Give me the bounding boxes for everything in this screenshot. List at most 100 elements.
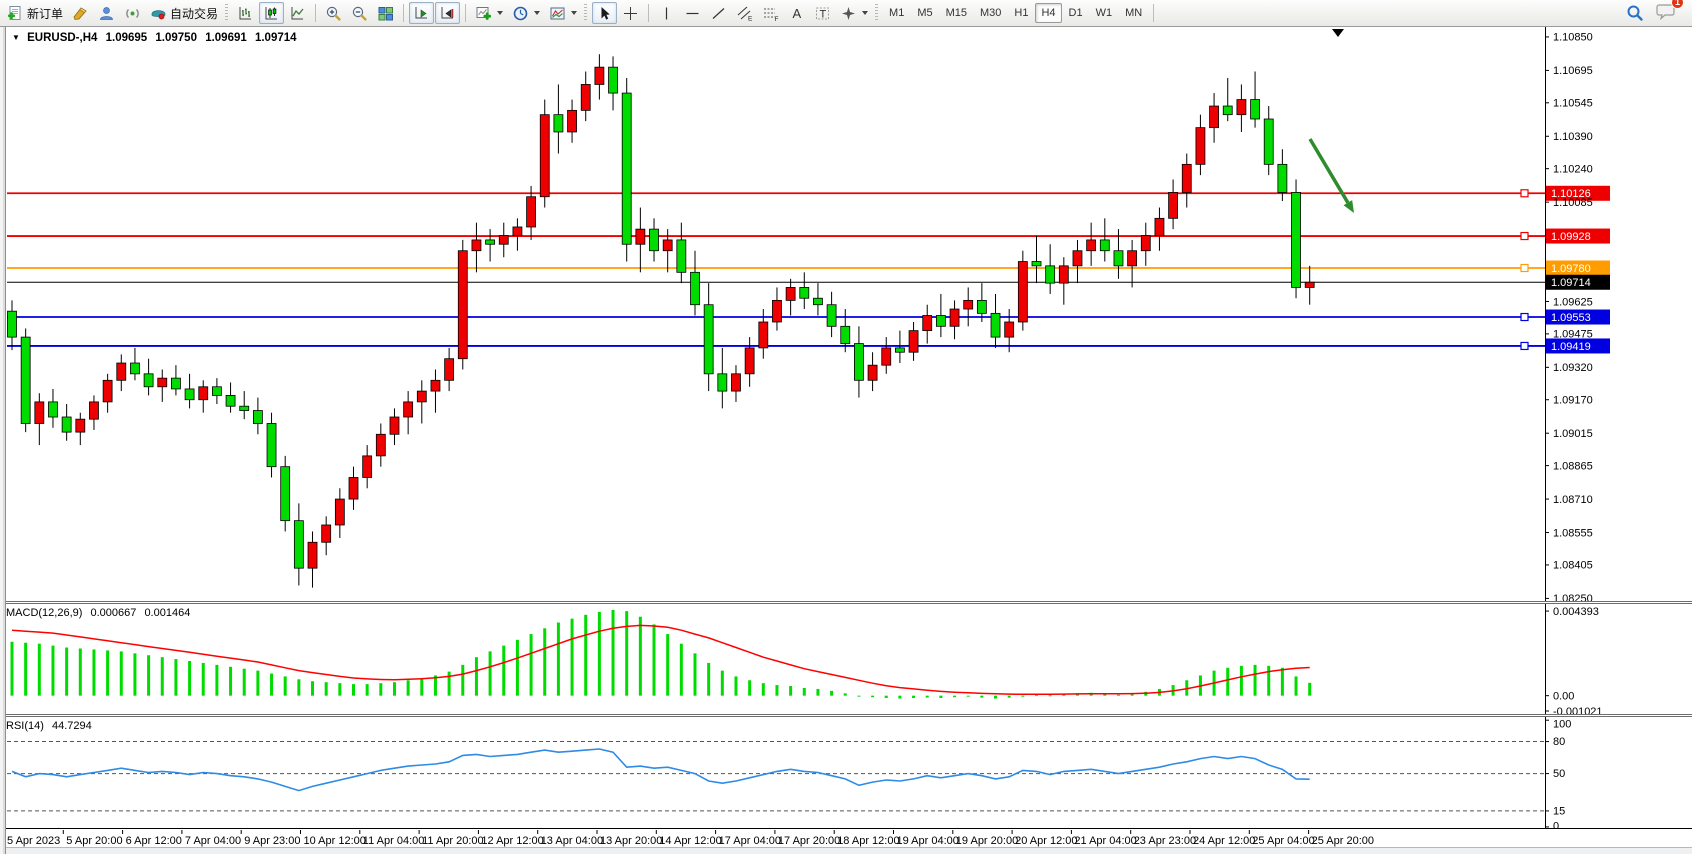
candle-body [840,325,851,344]
timeframe-m30-button[interactable]: M30 [980,7,1002,19]
line-handle[interactable] [1520,312,1529,322]
timeframe-mn-button[interactable]: MN [1125,7,1143,19]
candle-body [1058,265,1069,284]
candle-body [867,364,878,381]
timeframe-m1-button[interactable]: M1 [889,7,905,19]
panel-splitter[interactable] [0,714,1692,717]
time-axis-label: 21 Apr 04:00 [1074,835,1136,847]
rsi-axis-label: 80 [1553,736,1565,748]
toolbar-grip[interactable] [875,4,879,22]
timeframe-m5-button[interactable]: M5 [917,7,933,19]
time-axis-label: 24 Apr 12:00 [1193,835,1255,847]
timeframe-h4-button[interactable]: H4 [1035,3,1062,23]
toolbar-grip[interactable] [584,4,588,22]
time-axis-label: 17 Apr 04:00 [719,835,781,847]
vertical-line-tool-button[interactable] [654,2,679,24]
chart-window[interactable]: ▼ EURUSD-,H4 1.09695 1.09750 1.09691 1.0… [0,27,1692,854]
channel-tool-button[interactable]: E [732,2,757,24]
templates-button[interactable] [545,2,581,24]
community-button[interactable] [94,2,119,24]
fibonacci-tool-button[interactable]: F [758,2,783,24]
chart-shift-marker[interactable] [1332,29,1344,37]
macd-histogram-bar [420,678,424,696]
new-order-button[interactable]: 新订单 [3,2,67,24]
add-indicator-button[interactable] [471,2,507,24]
fibo-letter: F [775,16,779,22]
trendline-tool-button[interactable] [706,2,731,24]
line-handle[interactable] [1520,231,1529,241]
horizontal-line-tool-button[interactable] [680,2,705,24]
zoom-out-button[interactable] [347,2,372,24]
auto-scroll-button[interactable] [409,2,435,24]
signals-button[interactable] [120,2,145,24]
timeframe-w1-button[interactable]: W1 [1095,7,1113,19]
zoom-in-button[interactable] [321,2,346,24]
candle-body [1304,281,1315,288]
price-chart-panel[interactable]: 1.10126 1.09928 1.09780 1.09714 1.09553 1.094… [0,27,1692,601]
annotation-arrow[interactable] [1308,138,1350,204]
candle-body [1168,192,1178,219]
candle-body [307,541,318,569]
bar-chart-button[interactable] [233,2,258,24]
candle-body [430,379,441,392]
panel-splitter[interactable] [0,601,1692,604]
macd-histogram-bar [625,611,629,696]
search-icon[interactable] [1626,4,1644,22]
macd-histogram-bar [502,645,506,696]
candle-body [881,347,892,366]
candle-body [854,343,864,381]
arrows-tool-button[interactable] [836,2,872,24]
main-toolbar: 新订单 自动交易 [0,0,1692,27]
periods-button[interactable] [508,2,544,24]
candle-body [580,84,591,111]
candle-body [990,312,1001,338]
timeframe-h1-button[interactable]: H1 [1014,7,1029,19]
price-label-box [1546,260,1610,276]
macd-histogram-bar [775,685,779,696]
candle-body [1263,118,1274,165]
candle-body [171,377,181,390]
macd-histogram-bar [1062,694,1066,696]
timeframe-m15-button[interactable]: M15 [945,7,967,19]
autotrading-button[interactable]: 自动交易 [146,2,222,24]
crosshair-tool-button[interactable] [618,2,643,24]
macd-histogram-bar [65,647,69,696]
collapse-triangle-icon[interactable]: ▼ [12,33,20,42]
notifications-button[interactable]: 1 [1656,0,1684,25]
dropdown-caret-icon [571,11,578,15]
macd-histogram-bar [1048,695,1052,697]
annotation-arrowhead[interactable] [1343,200,1354,213]
candle-body [471,239,482,252]
metaeditor-icon [73,6,87,20]
price-label-box [1546,274,1610,290]
macd-panel[interactable]: 0.004393 0.00 -0.001021 [0,604,1692,714]
price-axis-label: 1.08710 [1553,494,1593,506]
macd-histogram-bar [379,683,383,696]
dropdown-caret-icon [862,11,869,15]
metaeditor-button[interactable] [68,2,93,24]
line-handle[interactable] [1520,341,1529,351]
candle-body [731,373,741,392]
rsi-panel[interactable]: 100 80 50 15 0 [0,717,1692,828]
candle-body [1291,192,1301,288]
time-axis-label: 9 Apr 23:00 [244,835,300,847]
cursor-icon [601,6,610,20]
line-chart-button[interactable] [285,2,310,24]
cursor-tool-button[interactable] [592,2,618,24]
toolbar-separator [315,4,317,22]
text-tool-button[interactable]: A [784,2,809,24]
horizontal-line-icon [686,12,699,14]
candle-body [457,250,468,360]
tile-windows-button[interactable] [373,2,398,24]
label-tool-button[interactable]: T [810,2,835,24]
chart-shift-button[interactable] [435,2,461,24]
timeframe-d1-button[interactable]: D1 [1068,7,1083,19]
toolbar-grip[interactable] [225,4,229,22]
candle-body [1127,250,1138,267]
dropdown-caret-icon [497,11,504,15]
macd-name: MACD(12,26,9) [6,607,83,619]
line-handle[interactable] [1520,189,1529,198]
line-handle[interactable] [1520,263,1529,273]
candlestick-chart-button[interactable] [259,2,285,24]
time-axis[interactable]: 5 Apr 2023 5 Apr 20:00 6 Apr 12:00 7 Apr 04… [0,830,1692,850]
